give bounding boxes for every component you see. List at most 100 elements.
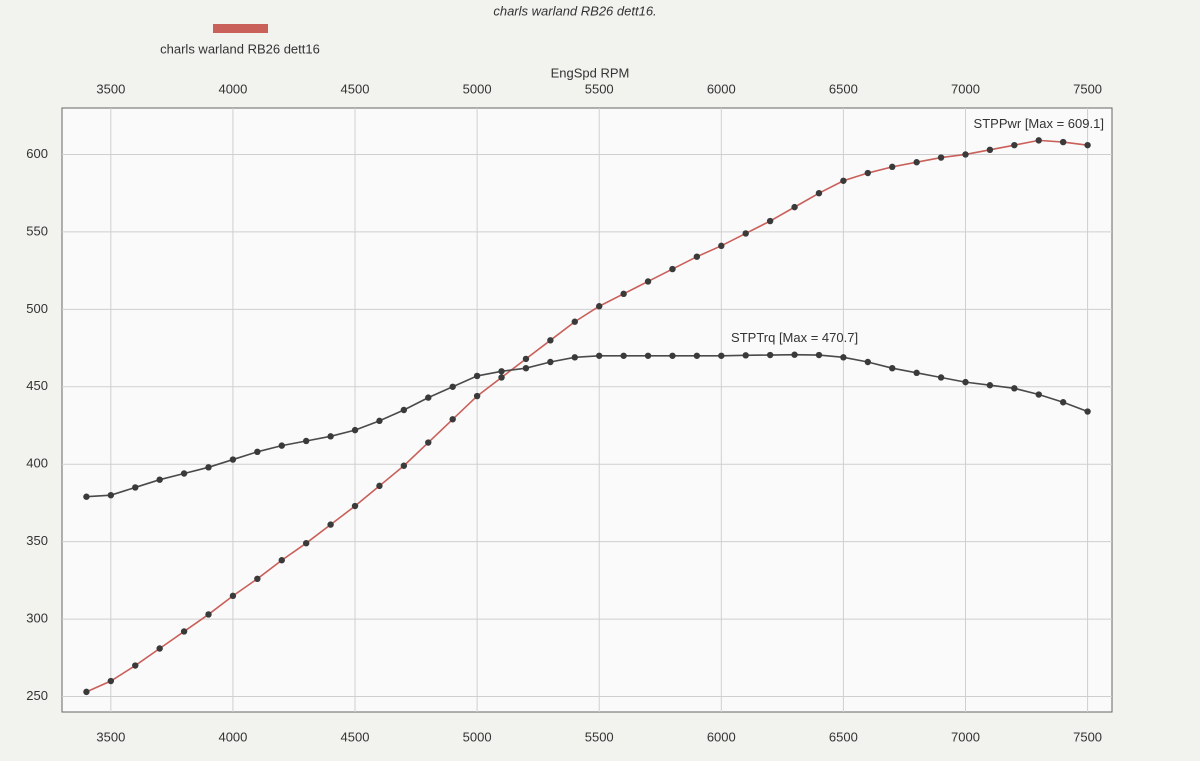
data-point [376, 482, 383, 490]
data-point [522, 364, 530, 372]
data-point [571, 318, 578, 325]
x-tick-label: 7500 [1073, 81, 1102, 96]
data-point [1059, 138, 1067, 146]
data-point [791, 203, 798, 211]
x-tick-label: 5500 [585, 729, 614, 744]
x-tick-label: 7500 [1073, 729, 1102, 744]
data-point [1011, 385, 1018, 392]
data-point [815, 351, 823, 359]
x-tick-label: 6000 [707, 729, 736, 744]
x-axis-title: EngSpd RPM [551, 65, 630, 80]
data-point [742, 352, 749, 359]
x-tick-label: 4000 [218, 729, 247, 744]
data-point [449, 383, 456, 390]
x-tick-label: 7000 [951, 81, 980, 96]
y-tick-label: 600 [26, 146, 48, 161]
y-tick-label: 350 [26, 533, 48, 548]
data-point [1084, 408, 1091, 415]
data-point [1059, 399, 1067, 406]
data-point [815, 189, 823, 197]
series-label: STPPwr [Max = 609.1] [974, 116, 1104, 131]
data-point [327, 521, 334, 528]
data-point [156, 476, 163, 483]
data-point [913, 369, 920, 377]
data-point [766, 351, 774, 359]
data-point [132, 484, 139, 491]
data-point [302, 539, 310, 547]
data-point [107, 677, 115, 685]
legend-swatch [213, 24, 268, 33]
chart-title: charls warland RB26 dett16. [493, 3, 656, 18]
series-line [86, 139, 1088, 693]
data-point [302, 437, 310, 445]
data-point [229, 592, 237, 600]
data-point [83, 688, 90, 696]
data-point [669, 352, 676, 359]
data-point [229, 456, 237, 463]
data-point [1084, 141, 1091, 149]
data-point [840, 354, 847, 361]
data-point [547, 358, 554, 366]
data-point [156, 645, 163, 652]
data-point [791, 351, 798, 358]
data-point [986, 382, 994, 389]
data-point [864, 358, 872, 366]
data-point [205, 464, 212, 471]
data-point [596, 352, 603, 359]
x-tick-label: 4000 [218, 81, 247, 96]
data-point [107, 491, 115, 499]
y-tick-label: 400 [26, 456, 48, 471]
x-tick-label: 5500 [585, 81, 614, 96]
data-point [400, 406, 408, 414]
data-point [669, 265, 676, 273]
data-point [620, 290, 627, 298]
x-tick-label: 5000 [463, 81, 492, 96]
data-point [254, 448, 261, 456]
data-point [351, 426, 359, 434]
data-point [180, 628, 188, 635]
data-point [1035, 137, 1042, 144]
data-point [522, 355, 530, 363]
y-tick-label: 500 [26, 301, 48, 316]
data-point [1035, 391, 1042, 398]
data-point [742, 230, 749, 237]
y-tick-label: 300 [26, 611, 48, 626]
data-point [693, 253, 701, 260]
data-point [864, 169, 872, 177]
x-tick-label: 3500 [96, 729, 125, 744]
data-point [889, 364, 896, 372]
x-tick-label: 7000 [951, 729, 980, 744]
x-tick-label: 6500 [829, 81, 858, 96]
data-point [913, 159, 920, 166]
data-point [425, 439, 432, 446]
x-tick-label: 3500 [96, 81, 125, 96]
data-point [718, 242, 725, 250]
data-point [889, 163, 896, 171]
data-point [83, 493, 90, 500]
data-point [986, 146, 994, 154]
data-point [449, 416, 456, 423]
data-point [571, 354, 578, 361]
data-point [278, 557, 285, 564]
data-point [962, 151, 969, 158]
data-point [498, 374, 505, 381]
data-point [180, 470, 188, 477]
data-point [596, 303, 603, 310]
y-tick-label: 250 [26, 688, 48, 703]
data-point [1011, 141, 1018, 149]
x-tick-label: 5000 [463, 729, 492, 744]
data-point [547, 337, 554, 344]
data-point [766, 217, 774, 225]
data-point [278, 442, 285, 449]
series-line [86, 353, 1088, 498]
data-point [644, 278, 652, 285]
y-tick-label: 550 [26, 223, 48, 238]
data-point [376, 417, 383, 425]
plot-area [61, 107, 1113, 713]
x-tick-label: 6500 [829, 729, 858, 744]
data-point [400, 462, 408, 469]
data-point [254, 575, 261, 583]
data-point [205, 611, 212, 618]
series-label: STPTrq [Max = 470.7] [731, 330, 858, 345]
